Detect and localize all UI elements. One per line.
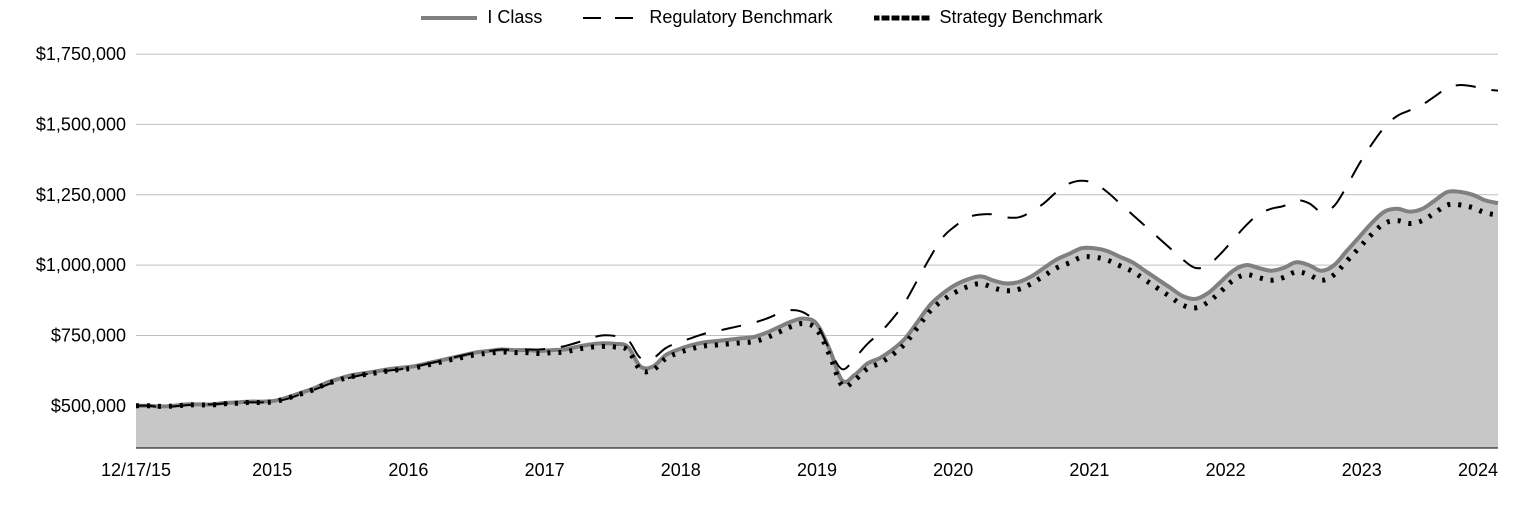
legend-label: Strategy Benchmark xyxy=(940,7,1103,27)
y-axis-label: $1,500,000 xyxy=(36,114,126,134)
y-axis-label: $1,250,000 xyxy=(36,185,126,205)
x-axis-label: 2015 xyxy=(252,460,292,480)
y-axis-label: $1,000,000 xyxy=(36,255,126,275)
x-axis-label: 2022 xyxy=(1206,460,1246,480)
x-axis-label: 12/17/15 xyxy=(101,460,171,480)
x-axis-label: 2017 xyxy=(525,460,565,480)
x-axis-label: 2019 xyxy=(797,460,837,480)
legend-label: Regulatory Benchmark xyxy=(649,7,832,27)
chart-canvas: $500,000 $750,000 $1,000,000 $1,250,000 $1,5… xyxy=(0,0,1524,516)
x-axis-label: 2016 xyxy=(388,460,428,480)
growth-chart: I Class Regulatory Benchmark Strategy Be… xyxy=(0,0,1524,516)
x-axis-label: 2020 xyxy=(933,460,973,480)
legend-item-iclass: I Class xyxy=(421,7,542,28)
x-axis-label: 2023 xyxy=(1342,460,1382,480)
chart-legend: I Class Regulatory Benchmark Strategy Be… xyxy=(0,6,1524,28)
y-axis-label: $1,750,000 xyxy=(36,44,126,64)
legend-item-strategy: Strategy Benchmark xyxy=(874,7,1103,28)
y-axis-label: $750,000 xyxy=(51,325,126,345)
legend-item-regulatory: Regulatory Benchmark xyxy=(583,7,832,28)
x-axis-label: 2024 xyxy=(1458,460,1498,480)
x-axis-label: 2018 xyxy=(661,460,701,480)
x-axis-label: 2021 xyxy=(1069,460,1109,480)
series-area-iclass xyxy=(136,191,1498,448)
legend-label: I Class xyxy=(487,7,542,27)
y-axis-label: $500,000 xyxy=(51,396,126,416)
